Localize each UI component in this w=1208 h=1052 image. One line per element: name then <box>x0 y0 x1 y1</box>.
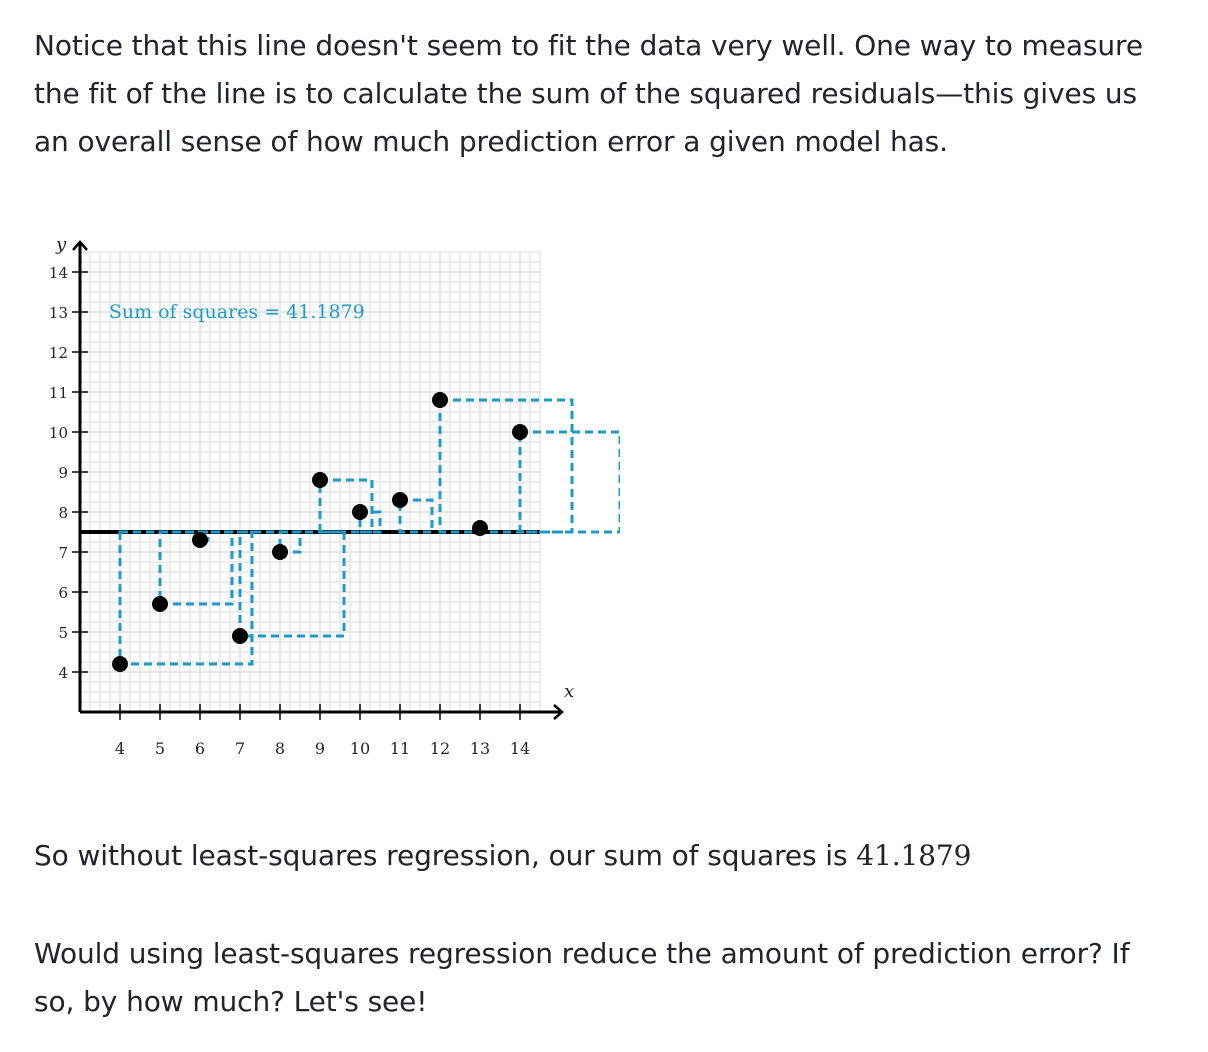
residual-square <box>518 430 620 534</box>
x-tick-label: 8 <box>275 739 285 758</box>
residual-square <box>278 530 302 554</box>
residual-square <box>358 510 382 534</box>
x-tick-label: 7 <box>235 739 245 758</box>
residual-square <box>238 530 346 638</box>
y-tick-label: 6 <box>58 584 68 602</box>
data-point <box>112 656 128 672</box>
data-point <box>192 532 208 548</box>
data-point <box>232 628 248 644</box>
x-tick-label: 9 <box>315 739 325 758</box>
sum-of-squares-text: So without least-squares regression, our… <box>34 839 857 872</box>
data-point <box>352 504 368 520</box>
residual-square <box>438 398 574 534</box>
y-tick-label: 13 <box>49 304 68 322</box>
x-tick-label: 13 <box>470 739 490 758</box>
scatter-chart: 4 5 6 7 8 9 10 11 12 13 14 4 5 6 7 8 9 10 11 12 13 14 x y Sum of… <box>49 234 620 758</box>
residual-square <box>318 478 374 534</box>
y-tick-label: 4 <box>58 664 68 682</box>
x-axis-label: x <box>564 681 574 702</box>
y-tick-label: 7 <box>58 544 68 562</box>
data-points <box>112 392 528 672</box>
data-point <box>432 392 448 408</box>
y-tick-label: 11 <box>49 384 68 402</box>
y-tick-label: 9 <box>58 464 68 482</box>
x-tick-label: 4 <box>115 739 125 758</box>
x-tick-label: 6 <box>195 739 205 758</box>
residual-square <box>158 530 234 606</box>
intro-paragraph: Notice that this line doesn't seem to fi… <box>34 29 1143 158</box>
x-axis-arrow <box>553 704 564 720</box>
residual-square <box>398 498 434 534</box>
chart-labels: 4 5 6 7 8 9 10 11 12 13 14 4 5 6 7 8 9 10 11 12 13 14 x y Sum of… <box>49 234 574 758</box>
data-point <box>272 544 288 560</box>
sum-of-squares-paragraph: So without least-squares regression, our… <box>34 832 1164 880</box>
y-tick-label: 5 <box>58 624 68 642</box>
y-axis-label: y <box>55 234 67 255</box>
x-tick-label: 10 <box>350 739 370 758</box>
data-point <box>512 424 528 440</box>
data-point <box>152 596 168 612</box>
x-tick-label: 11 <box>390 739 410 758</box>
x-tick-label: 12 <box>430 739 450 758</box>
sum-of-squares-annotation: Sum of squares = 41.1879 <box>109 301 365 323</box>
data-point <box>392 492 408 508</box>
sum-of-squares-value: 41.1879 <box>856 839 972 872</box>
y-tick-label: 14 <box>49 264 68 282</box>
x-tick-label: 14 <box>510 739 530 758</box>
y-tick-label: 10 <box>49 424 68 442</box>
x-tick-label: 5 <box>155 739 165 758</box>
data-point <box>312 472 328 488</box>
chart-axes <box>72 240 564 720</box>
y-tick-label: 8 <box>58 504 68 522</box>
data-point <box>472 520 488 536</box>
y-tick-label: 12 <box>49 344 68 362</box>
question-paragraph: Would using least-squares regression red… <box>34 937 1130 1018</box>
y-axis-arrow <box>72 240 88 251</box>
residual-squares <box>118 398 620 666</box>
